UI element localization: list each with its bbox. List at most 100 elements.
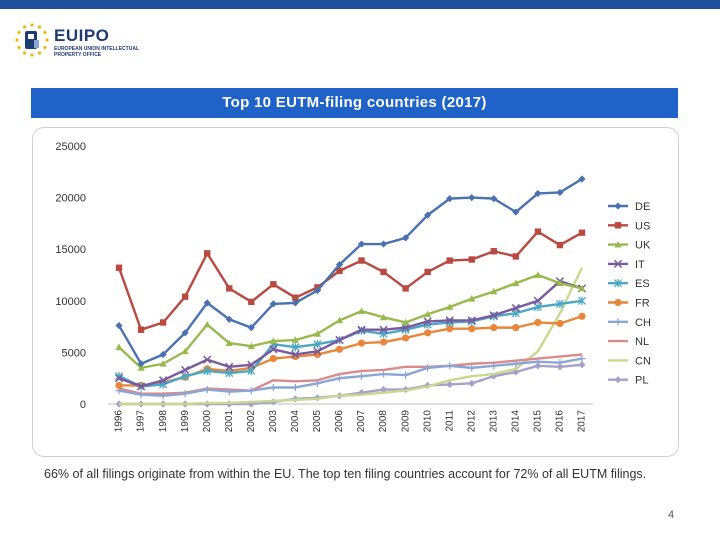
data-point-es xyxy=(555,299,564,308)
data-point-de xyxy=(335,261,344,269)
legend-marker-uk xyxy=(614,241,622,248)
x-tick-label: 2009 xyxy=(400,410,411,433)
data-point-ch xyxy=(137,391,145,399)
data-point-it xyxy=(158,376,168,385)
data-point-de xyxy=(468,194,476,202)
legend-label-it: IT xyxy=(635,259,645,271)
data-point-es xyxy=(577,296,587,305)
data-point-fr xyxy=(578,312,586,320)
data-point-uk xyxy=(291,336,299,343)
data-point-uk xyxy=(335,316,344,324)
legend-marker-es xyxy=(613,279,623,288)
data-point-it xyxy=(379,325,388,334)
data-point-it xyxy=(136,382,146,391)
data-point-us xyxy=(490,248,497,255)
data-point-fr xyxy=(512,324,520,332)
data-point-it xyxy=(291,350,300,359)
eu-stars-logo-icon xyxy=(15,23,49,57)
data-point-uk xyxy=(424,310,432,318)
data-point-fr xyxy=(534,318,542,327)
data-point-it xyxy=(445,316,454,325)
data-point-it xyxy=(313,347,322,356)
data-point-uk xyxy=(313,330,322,337)
x-tick-label: 2005 xyxy=(312,410,323,433)
data-point-de xyxy=(578,175,586,183)
data-point-us xyxy=(336,267,343,275)
x-tick-label: 2012 xyxy=(466,410,477,433)
data-point-us xyxy=(292,294,299,301)
data-point-de xyxy=(159,350,167,359)
data-point-uk xyxy=(269,337,277,344)
legend-label-fr: FR xyxy=(635,298,650,310)
data-point-fr xyxy=(357,339,366,347)
data-point-de xyxy=(137,360,145,368)
series-line-nl xyxy=(118,353,583,395)
data-point-it xyxy=(114,374,124,383)
data-point-ch xyxy=(446,362,454,370)
data-point-it xyxy=(511,303,520,313)
legend-marker-it xyxy=(613,259,623,269)
data-point-ch xyxy=(335,374,344,382)
data-point-ch xyxy=(402,371,410,379)
legend-marker-fr xyxy=(614,298,622,307)
data-point-it xyxy=(357,325,366,334)
data-point-pl xyxy=(468,379,476,387)
x-tick-label: 2014 xyxy=(510,410,521,433)
data-point-it xyxy=(533,296,543,305)
legend-label-de: DE xyxy=(635,201,650,213)
data-point-us xyxy=(181,293,189,300)
data-point-uk xyxy=(490,287,498,295)
data-point-us xyxy=(204,250,211,257)
data-point-us xyxy=(270,281,277,288)
data-point-es xyxy=(225,368,234,378)
x-tick-label: 2013 xyxy=(488,410,499,433)
chart-title: Top 10 EUTM-filing countries (2017) xyxy=(31,88,678,118)
logo-name: EUIPO xyxy=(54,26,110,45)
data-point-ch xyxy=(203,385,211,394)
data-point-it xyxy=(269,345,278,354)
euipo-logo: EUIPO EUROPEAN UNION INTELLECTUAL PROPER… xyxy=(14,22,154,62)
data-point-ch xyxy=(512,360,520,368)
data-point-ch xyxy=(379,370,388,378)
data-point-uk xyxy=(468,295,476,302)
data-point-fr xyxy=(490,324,498,332)
legend-marker-de xyxy=(614,202,622,210)
data-point-es xyxy=(313,340,322,349)
y-tick-label: 0 xyxy=(80,399,86,411)
x-tick-label: 1996 xyxy=(114,410,125,433)
data-point-it xyxy=(203,355,212,364)
legend-label-nl: NL xyxy=(635,336,649,348)
y-tick-label: 10000 xyxy=(55,296,86,308)
data-point-fr xyxy=(556,319,564,328)
data-point-uk xyxy=(137,364,145,371)
data-point-uk xyxy=(512,279,520,287)
x-tick-label: 2008 xyxy=(378,410,389,433)
data-point-it xyxy=(181,365,190,375)
data-point-ch xyxy=(291,383,299,392)
data-point-uk xyxy=(357,307,366,314)
data-point-us xyxy=(248,298,255,306)
series-line-it xyxy=(118,279,583,388)
data-point-us xyxy=(402,285,409,292)
y-tick-label: 25000 xyxy=(55,141,86,153)
data-point-uk xyxy=(402,318,410,326)
legend-label-es: ES xyxy=(635,278,650,290)
data-point-pl xyxy=(512,368,520,376)
x-tick-label: 2010 xyxy=(422,410,433,433)
data-point-it xyxy=(467,316,476,325)
data-point-uk xyxy=(247,342,255,350)
x-tick-label: 2001 xyxy=(224,410,235,433)
data-point-de xyxy=(115,321,123,330)
legend-label-cn: CN xyxy=(635,355,651,367)
x-tick-label: 2006 xyxy=(334,410,345,433)
data-point-it xyxy=(335,335,344,345)
logo-subtitle: EUROPEAN UNION INTELLECTUAL PROPERTY OFF… xyxy=(54,46,139,58)
data-point-fr xyxy=(468,325,476,333)
data-point-es xyxy=(181,372,190,381)
data-point-es xyxy=(291,343,300,352)
data-point-ch xyxy=(225,388,233,396)
legend-label-ch: CH xyxy=(635,317,651,329)
data-point-fr xyxy=(424,329,432,337)
x-tick-label: 2015 xyxy=(533,410,544,433)
slide-caption: 66% of all filings originate from within… xyxy=(44,467,647,481)
